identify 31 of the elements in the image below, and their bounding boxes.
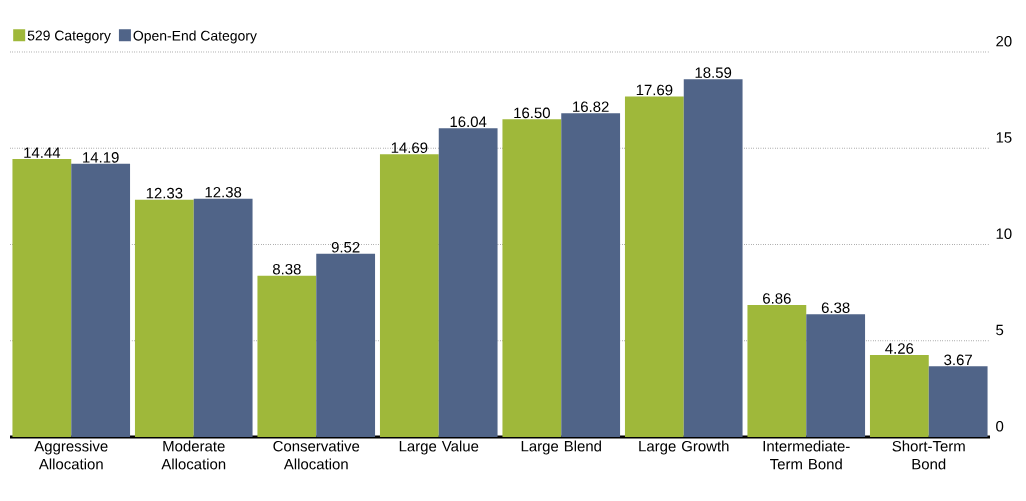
x-tick-label: Large Growth [639, 440, 729, 455]
data-label: 14.19 [83, 152, 119, 163]
data-label: 6.86 [763, 293, 791, 304]
data-label: 8.38 [272, 263, 301, 275]
data-label: 18.59 [695, 67, 732, 78]
data-label: 17.69 [636, 84, 673, 96]
y-tick-label: 10 [996, 228, 1012, 239]
x-tick-label: Large Value [399, 440, 479, 455]
y-tick-label: 0 [996, 420, 1004, 432]
data-label: 14.69 [391, 142, 428, 154]
x-tick-label: Short-Term Bond [892, 440, 965, 470]
legend-label: 529 Category [27, 30, 111, 44]
x-tick-label: Conservative Allocation [273, 440, 360, 470]
data-label: 4.26 [885, 343, 914, 354]
data-label: 6.38 [821, 302, 850, 313]
x-tick-label: Intermediate-Term Bond [763, 440, 850, 470]
data-label: 14.44 [24, 147, 61, 158]
y-tick-label: 20 [996, 35, 1012, 47]
data-label: 9.52 [331, 241, 360, 253]
x-tick-label: Moderate Allocation [161, 440, 226, 470]
y-tick-label: 15 [996, 132, 1012, 143]
y-tick-label: 5 [996, 324, 1004, 336]
data-label: 12.38 [205, 186, 242, 198]
data-label: 16.04 [450, 116, 487, 128]
legend-label: Open-End Category [133, 30, 257, 44]
x-tick-label: Large Blend [521, 440, 601, 455]
data-label: 12.33 [146, 187, 183, 199]
x-tick-label: Aggressive Allocation [34, 440, 108, 470]
data-label: 16.82 [573, 101, 609, 113]
data-label: 16.50 [514, 107, 550, 119]
data-label: 3.67 [944, 354, 972, 366]
